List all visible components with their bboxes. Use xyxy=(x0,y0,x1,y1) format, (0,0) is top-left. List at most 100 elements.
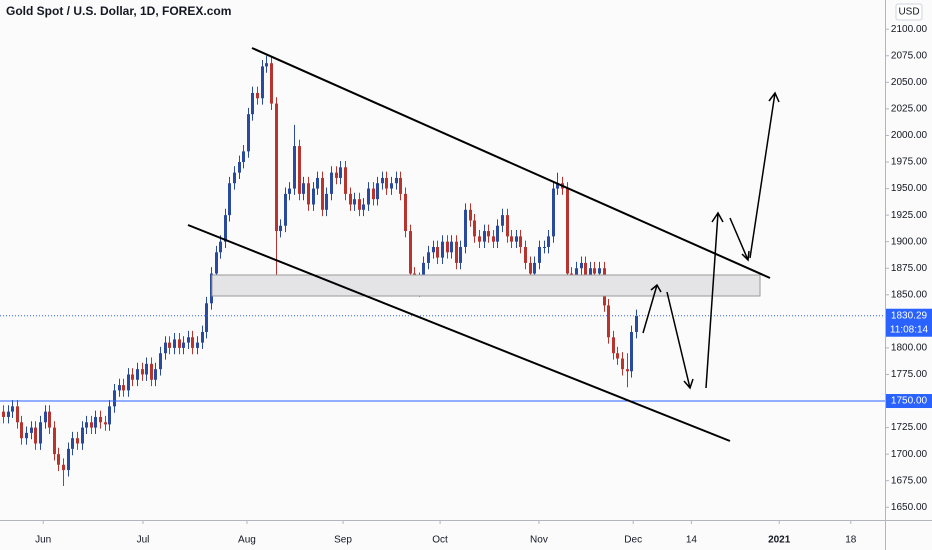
candle-body xyxy=(168,342,171,348)
candle-body xyxy=(279,225,282,232)
candle-body xyxy=(547,236,550,247)
candle-body xyxy=(238,162,241,173)
candle-body xyxy=(330,172,333,194)
y-tick-label: 2100.00 xyxy=(891,24,928,35)
y-tick-label: 2025.00 xyxy=(891,104,928,115)
y-tick-label: 2000.00 xyxy=(891,130,928,141)
candle-body xyxy=(483,231,486,242)
candle-body xyxy=(552,188,555,237)
y-tick-label: 1775.00 xyxy=(891,369,928,380)
candle-body xyxy=(487,231,490,237)
candle-body xyxy=(11,406,14,412)
candle-body xyxy=(584,262,587,279)
drawings xyxy=(187,47,780,442)
candle-body xyxy=(459,246,462,263)
candle-body xyxy=(62,464,65,471)
y-tick-label: 2050.00 xyxy=(891,77,928,88)
candle-body xyxy=(566,188,569,274)
x-tick-label: Oct xyxy=(432,535,448,546)
last-price-label: 1830.29 xyxy=(891,310,928,321)
candle-body xyxy=(293,146,296,189)
candle-body xyxy=(353,199,356,205)
x-tick-label: Sep xyxy=(334,535,352,546)
candle-body xyxy=(344,167,347,194)
candle-body xyxy=(446,241,449,253)
y-tick-label: 1900.00 xyxy=(891,236,928,247)
candle-body xyxy=(409,231,412,274)
candle-body xyxy=(104,422,107,425)
candle-body xyxy=(136,369,139,380)
candle-body xyxy=(275,103,278,232)
candle-body xyxy=(205,303,208,332)
x-tick-label: Jul xyxy=(137,535,150,546)
candle-body xyxy=(118,385,121,391)
candle-body xyxy=(113,390,116,407)
candle-body xyxy=(510,236,513,242)
candle-body xyxy=(367,188,370,205)
candle-body xyxy=(362,204,365,210)
candle-body xyxy=(307,183,310,205)
candle-body xyxy=(127,374,130,391)
candle-body xyxy=(298,146,301,194)
candle-body xyxy=(201,331,204,343)
price-label: 1750.00 xyxy=(891,396,928,407)
candle-body xyxy=(94,416,97,428)
currency-label: USD xyxy=(898,7,919,18)
candle-body xyxy=(399,177,402,194)
candle-body xyxy=(372,188,375,200)
y-tick-label: 1975.00 xyxy=(891,157,928,168)
candle-body xyxy=(251,92,254,115)
candle-body xyxy=(90,422,93,428)
candle-body xyxy=(543,246,546,248)
x-tick-label: Aug xyxy=(238,535,256,546)
candle-body xyxy=(436,246,439,258)
channel-lower xyxy=(187,224,731,442)
last-price-box xyxy=(886,308,932,337)
candle-body xyxy=(589,268,592,279)
candle-body xyxy=(67,448,70,471)
candle-body xyxy=(358,199,361,210)
candle-body xyxy=(538,246,541,263)
candle-body xyxy=(422,262,425,285)
candle-body xyxy=(630,331,633,372)
countdown-label: 11:08:14 xyxy=(890,324,929,335)
candle-body xyxy=(312,188,315,205)
x-tick-label: 2021 xyxy=(768,535,791,546)
candle-body xyxy=(464,209,467,247)
candle-body xyxy=(182,342,185,348)
candle-body xyxy=(7,411,10,417)
currency-box xyxy=(895,3,923,21)
candle-body xyxy=(2,411,5,417)
candle-body xyxy=(427,252,430,263)
candle-body xyxy=(325,193,328,210)
candle-body xyxy=(556,183,559,189)
candle-body xyxy=(575,268,578,279)
x-tick-label: Dec xyxy=(624,535,642,546)
candle-body xyxy=(76,438,79,444)
x-tick-label: Jun xyxy=(35,535,51,546)
candle-body xyxy=(519,236,522,247)
candle-body xyxy=(25,432,28,439)
y-tick-label: 1875.00 xyxy=(891,263,928,274)
candle-body xyxy=(395,177,398,184)
candle-body xyxy=(390,183,393,189)
channel-upper xyxy=(251,47,771,279)
candle-body xyxy=(122,385,125,391)
candle-body xyxy=(270,63,273,104)
candle-body xyxy=(533,262,536,274)
y-tick-label: 1700.00 xyxy=(891,449,928,460)
candle-body xyxy=(233,172,236,184)
candle-body xyxy=(496,225,499,242)
candle-body xyxy=(224,215,227,242)
candle-body xyxy=(621,358,624,370)
candle-body xyxy=(159,353,162,370)
candle-body xyxy=(626,369,629,372)
candle-body xyxy=(228,183,231,216)
candle-body xyxy=(455,241,458,263)
candle-body xyxy=(39,422,42,444)
y-tick-label: 1850.00 xyxy=(891,289,928,300)
candle-body xyxy=(473,220,476,237)
x-tick-label: Nov xyxy=(530,535,548,546)
candle-body xyxy=(441,241,444,258)
candle-body xyxy=(99,416,102,423)
